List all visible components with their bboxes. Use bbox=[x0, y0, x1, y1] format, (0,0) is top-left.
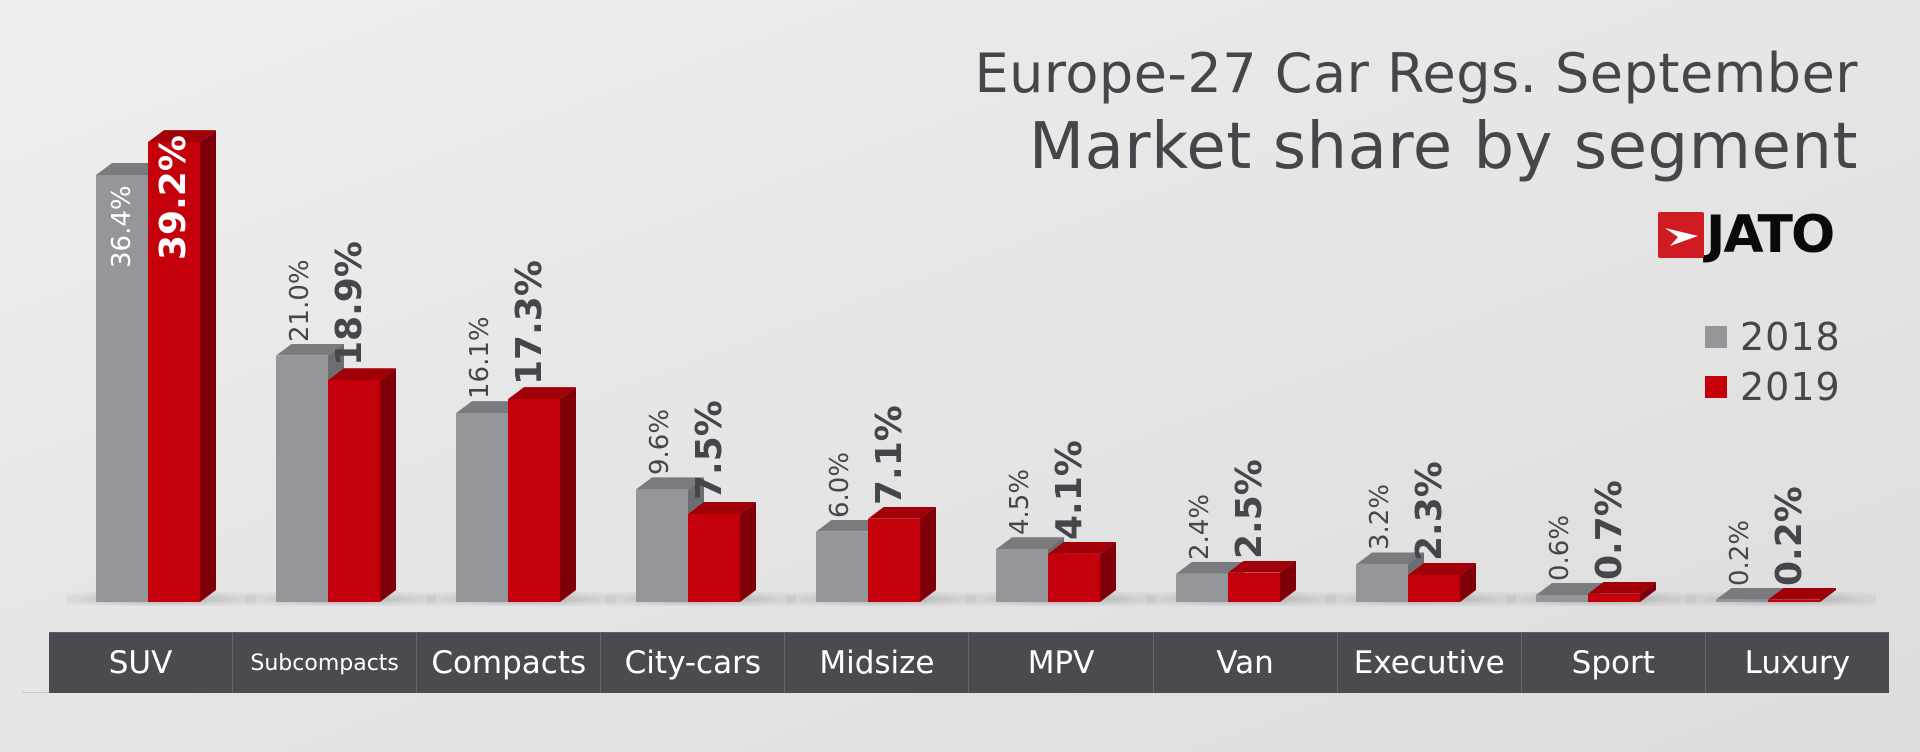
bar-2019-midsize bbox=[868, 506, 936, 602]
legend-label: 2018 bbox=[1740, 315, 1841, 359]
value-label-2019: 2.3% bbox=[1409, 461, 1450, 562]
value-label-2018: 2.4% bbox=[1185, 493, 1215, 560]
category-label-van: Van bbox=[1154, 633, 1338, 693]
value-label-2019: 2.5% bbox=[1229, 458, 1270, 559]
category-label-executive: Executive bbox=[1338, 633, 1522, 693]
bar-2019-suv bbox=[148, 130, 216, 602]
bar-2019-van bbox=[1228, 560, 1296, 602]
legend-label: 2019 bbox=[1740, 365, 1841, 409]
value-label-2019: 0.7% bbox=[1589, 479, 1630, 580]
category-label-sport: Sport bbox=[1522, 633, 1706, 693]
category-axis: SUV Subcompacts Compacts City-cars Midsize MP… bbox=[49, 632, 1889, 693]
legend-item-2018: 2018 bbox=[1705, 312, 1841, 362]
chart-title: Europe-27 Car Regs. September bbox=[974, 42, 1858, 105]
chart-title-block: Europe-27 Car Regs. September Market sha… bbox=[975, 40, 1858, 186]
bar-2019-subcompacts bbox=[328, 368, 396, 602]
axis-baseline bbox=[22, 692, 50, 693]
jato-arrow-icon bbox=[1658, 212, 1704, 258]
value-label-2018: 0.2% bbox=[1725, 519, 1755, 586]
category-label-mpv: MPV bbox=[969, 633, 1154, 693]
category-label-compacts: Compacts bbox=[417, 633, 602, 693]
jato-logo: JATO bbox=[1658, 205, 1835, 265]
bar-2019-sport bbox=[1588, 581, 1656, 602]
legend-swatch-2019 bbox=[1705, 376, 1727, 398]
logo-text: JATO bbox=[1706, 205, 1835, 265]
bar-2019-compacts bbox=[508, 387, 576, 602]
value-label-2018: 0.6% bbox=[1545, 514, 1575, 581]
value-label-2019: 0.2% bbox=[1769, 485, 1810, 586]
value-label-2018: 6.0% bbox=[825, 451, 855, 518]
value-label-2019: 17.3% bbox=[509, 260, 550, 386]
value-label-2018: 21.0% bbox=[285, 259, 315, 342]
legend-item-2019: 2019 bbox=[1705, 362, 1841, 412]
legend: 2018 2019 bbox=[1705, 312, 1841, 412]
value-label-2019: 39.2% bbox=[153, 135, 194, 261]
value-label-2019: 7.5% bbox=[689, 400, 730, 501]
value-label-2019: 4.1% bbox=[1049, 440, 1090, 540]
chart-subtitle: Market share by segment bbox=[1028, 110, 1858, 184]
value-label-2019: 18.9% bbox=[329, 241, 370, 367]
value-label-2018: 36.4% bbox=[107, 185, 137, 269]
category-label-city-cars: City-cars bbox=[601, 633, 786, 693]
bar-2019-mpv bbox=[1048, 541, 1116, 602]
category-label-midsize: Midsize bbox=[785, 633, 970, 693]
category-label-subcompacts: Subcompacts bbox=[233, 633, 418, 693]
value-label-2019: 7.1% bbox=[869, 404, 910, 505]
bar-2019-executive bbox=[1408, 563, 1476, 602]
value-label-2018: 3.2% bbox=[1365, 484, 1395, 551]
category-label-luxury: Luxury bbox=[1744, 645, 1851, 681]
bar-2019-city-cars bbox=[688, 502, 756, 602]
category-label-suv: SUV bbox=[49, 633, 234, 693]
value-label-2018: 4.5% bbox=[1005, 469, 1035, 536]
bar-2019-luxury bbox=[1768, 587, 1836, 602]
value-label-2018: 9.6% bbox=[645, 409, 675, 476]
legend-swatch-2018 bbox=[1705, 326, 1727, 348]
value-label-2018: 16.1% bbox=[465, 316, 495, 400]
